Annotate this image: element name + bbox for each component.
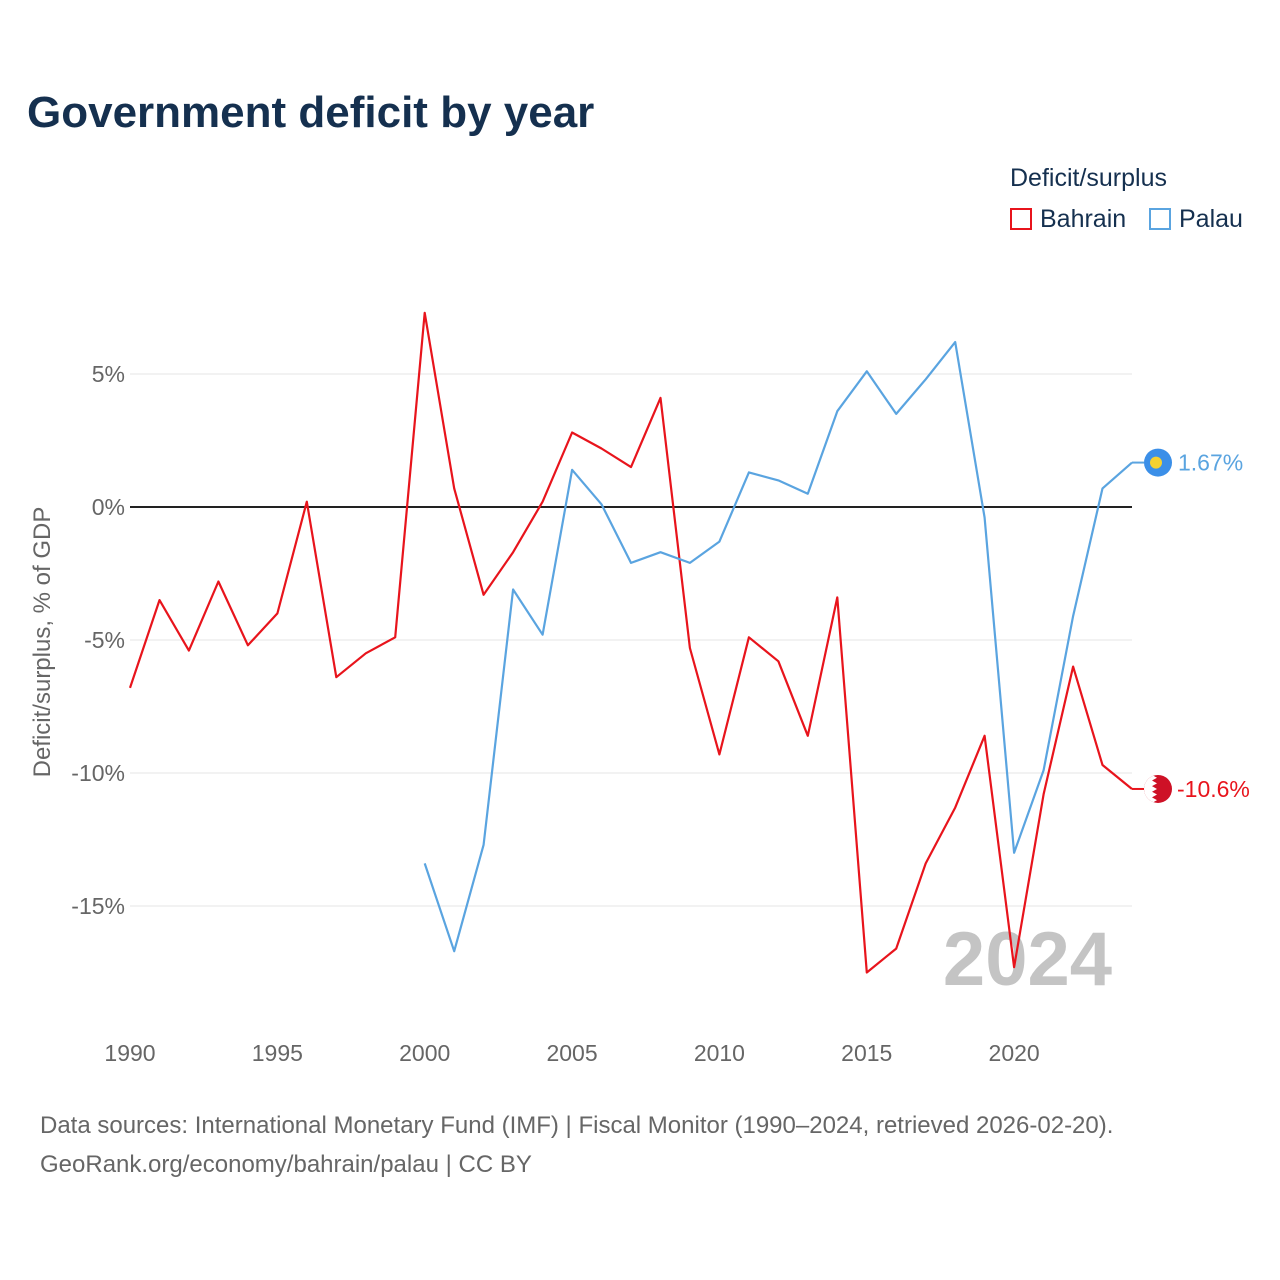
y-tick-label: 5% <box>92 361 125 387</box>
x-tick-label: 2000 <box>399 1040 450 1066</box>
series-lines <box>128 311 1144 974</box>
y-tick-label: -5% <box>84 627 125 653</box>
legend-label-bahrain: Bahrain <box>1040 204 1127 233</box>
y-tick-label: -15% <box>71 893 125 919</box>
source-line-2[interactable]: GeoRank.org/economy/bahrain/palau | CC B… <box>40 1151 532 1178</box>
legend-swatch-palau <box>1149 208 1171 230</box>
palau-sun-icon <box>1150 456 1162 469</box>
y-tick-labels: 5% 0% -5% -10% -15% <box>71 361 125 919</box>
palau-flag-marker <box>1144 448 1172 477</box>
x-tick-label: 2005 <box>546 1040 597 1066</box>
y-tick-label: -10% <box>71 760 125 786</box>
x-tick-labels: 1990 1995 2000 2005 2010 2015 2020 <box>104 1040 1039 1066</box>
legend-title: Deficit/surplus <box>1010 164 1167 192</box>
gridlines <box>130 373 1132 907</box>
x-tick-label: 2015 <box>841 1040 892 1066</box>
series-line-bahrain[interactable] <box>128 311 1133 974</box>
legend-label-palau: Palau <box>1179 204 1243 233</box>
y-axis-label: Deficit/surplus, % of GDP <box>29 507 56 778</box>
source-note: Data sources: International Monetary Fun… <box>40 1106 1113 1184</box>
legend-swatch-bahrain <box>1010 208 1032 230</box>
end-markers: 1.67% -10.6% <box>1144 448 1250 803</box>
bahrain-serrated-icon <box>1144 774 1157 803</box>
bahrain-end-label: -10.6% <box>1177 776 1250 802</box>
legend-item-bahrain[interactable]: Bahrain <box>1010 204 1126 234</box>
legend-item-palau[interactable]: Palau <box>1149 204 1243 234</box>
palau-end-label: 1.67% <box>1178 450 1243 476</box>
line-chart: 5% 0% -5% -10% -15% 1990 1995 2000 2005 2010 2015… <box>29 311 1250 1066</box>
x-tick-label: 2020 <box>989 1040 1040 1066</box>
x-tick-label: 1990 <box>104 1040 155 1066</box>
x-tick-label: 2010 <box>694 1040 745 1066</box>
y-tick-label: 0% <box>92 494 125 520</box>
x-tick-label: 1995 <box>252 1040 303 1066</box>
series-line-palau[interactable] <box>423 341 1133 953</box>
bahrain-flag-marker <box>1144 774 1172 803</box>
source-line-1: Data sources: International Monetary Fun… <box>40 1112 1114 1139</box>
chart-title: Government deficit by year <box>27 88 595 137</box>
year-watermark: 2024 <box>943 917 1112 1002</box>
